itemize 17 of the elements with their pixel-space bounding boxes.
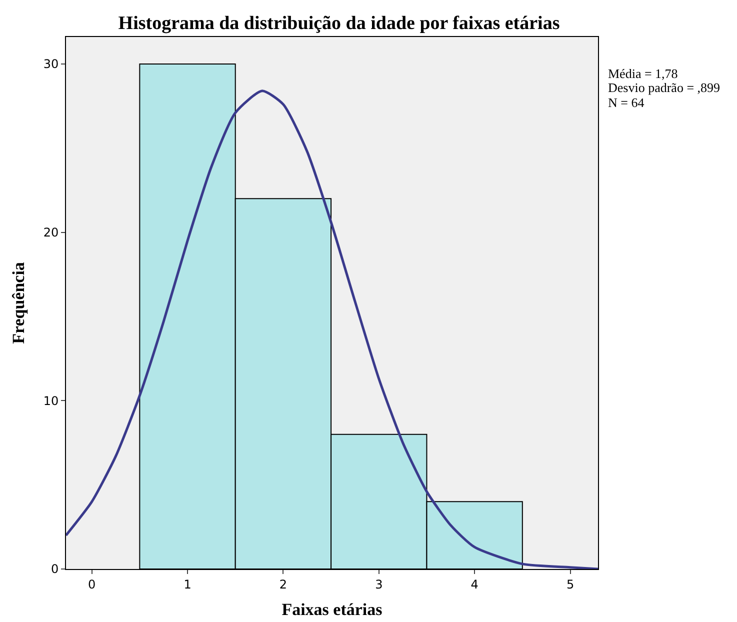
chart-title: Histograma da distribuição da idade por faixas etárias bbox=[118, 12, 560, 34]
y-tick-label: 30 bbox=[43, 57, 59, 72]
y-axis-title: Frequência bbox=[8, 262, 28, 344]
x-tick-label: 5 bbox=[566, 577, 574, 592]
x-tick-label: 1 bbox=[184, 577, 192, 592]
x-tick-label: 2 bbox=[279, 577, 288, 592]
x-tick-label: 3 bbox=[375, 577, 383, 592]
x-tick-label: 4 bbox=[470, 577, 478, 592]
line-series bbox=[66, 90, 598, 569]
text: Desvio padrão = ,899 bbox=[608, 80, 720, 95]
text: N = 64 bbox=[608, 95, 645, 110]
y-tick-label: 0 bbox=[50, 562, 59, 576]
x-tick-label: 0 bbox=[88, 577, 96, 592]
text: Média = 1,78 bbox=[608, 66, 678, 81]
y-tick-label: 10 bbox=[43, 394, 59, 408]
x-axis-title: Faixas etárias bbox=[282, 600, 383, 619]
y-tick-label: 20 bbox=[43, 225, 59, 240]
